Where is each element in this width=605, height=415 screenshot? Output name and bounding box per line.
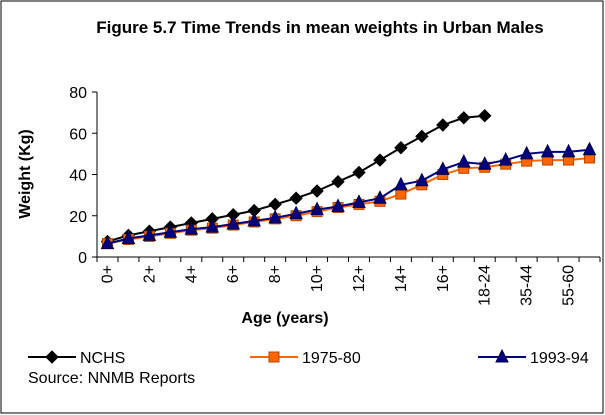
y-tick-label: 20 xyxy=(69,209,87,226)
marker xyxy=(310,184,324,198)
x-tick-label: 35-44 xyxy=(519,265,536,306)
marker xyxy=(289,191,303,205)
marker xyxy=(268,209,282,224)
marker xyxy=(226,215,241,230)
x-tick-label: 8+ xyxy=(267,265,284,283)
marker xyxy=(163,224,178,238)
x-tick-label: 12+ xyxy=(351,265,368,292)
marker xyxy=(373,153,387,167)
y-tick-label: 80 xyxy=(69,85,87,102)
marker xyxy=(184,221,199,235)
marker xyxy=(540,143,555,158)
x-tick-label: 4+ xyxy=(183,265,200,283)
legend-label: 1993-94 xyxy=(530,350,589,367)
legend-label: 1975-80 xyxy=(302,350,361,367)
x-tick-label: 18-24 xyxy=(477,265,494,306)
marker xyxy=(352,194,366,208)
chart-title: Figure 5.7 Time Trends in mean weights i… xyxy=(96,18,544,37)
marker xyxy=(457,111,471,125)
marker xyxy=(415,129,429,144)
marker xyxy=(373,190,387,204)
marker xyxy=(331,175,345,189)
x-tick-label: 14+ xyxy=(393,265,410,292)
marker xyxy=(456,154,471,168)
y-tick-label: 40 xyxy=(69,168,87,185)
marker xyxy=(205,218,220,233)
marker xyxy=(310,201,324,216)
x-axis-label: Age (years) xyxy=(241,310,328,327)
x-tick-label: 10+ xyxy=(309,265,326,292)
marker xyxy=(352,165,366,180)
marker xyxy=(477,156,492,170)
y-tick-label: 0 xyxy=(78,250,87,267)
marker xyxy=(289,205,303,220)
marker xyxy=(331,198,345,212)
source-note: Source: NNMB Reports xyxy=(28,370,195,387)
marker xyxy=(45,350,59,364)
marker xyxy=(519,145,534,160)
marker xyxy=(415,172,429,187)
x-tick-label: 6+ xyxy=(225,265,242,283)
x-tick-label: 55-60 xyxy=(561,265,578,306)
y-tick-label: 60 xyxy=(69,126,87,143)
legend-label: NCHS xyxy=(80,350,125,367)
x-tick-label: 16+ xyxy=(435,265,452,292)
marker xyxy=(394,140,408,155)
marker xyxy=(495,348,509,363)
marker xyxy=(478,109,492,123)
marker xyxy=(561,143,576,158)
marker xyxy=(395,188,407,200)
x-tick-label: 0+ xyxy=(99,265,116,283)
marker xyxy=(498,151,513,166)
marker xyxy=(436,161,450,175)
marker xyxy=(142,227,157,241)
marker xyxy=(394,176,408,191)
x-tick-label: 2+ xyxy=(141,265,158,283)
marker xyxy=(247,212,261,227)
marker xyxy=(121,230,136,244)
y-axis-label: Weight (Kg) xyxy=(17,129,34,218)
marker xyxy=(268,351,280,363)
marker xyxy=(436,118,450,132)
marker xyxy=(100,235,115,250)
marker xyxy=(582,141,597,156)
